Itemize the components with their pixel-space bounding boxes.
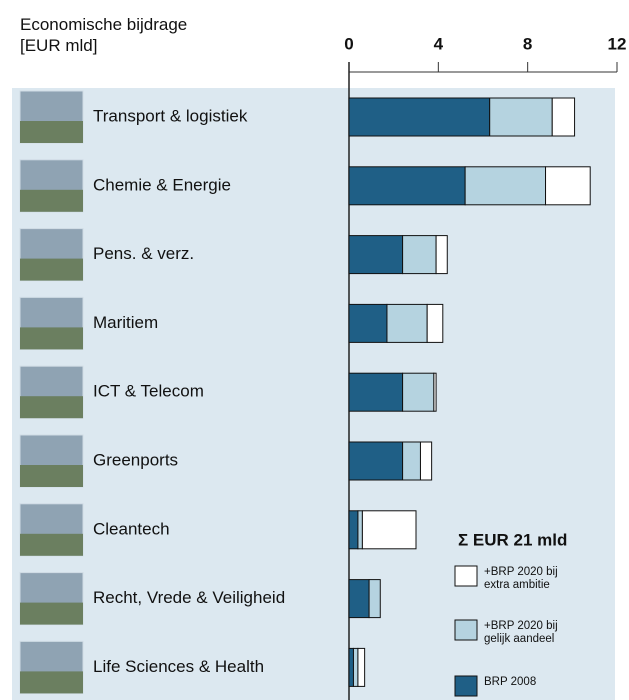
category-label: Transport & logistiek (93, 106, 248, 125)
bar-segment (552, 98, 574, 136)
chart-title: Economische bijdrage [EUR mld] (20, 14, 220, 56)
bar-segment (362, 511, 416, 549)
bar-segment (349, 580, 369, 618)
category-image (20, 465, 83, 487)
category-image (20, 121, 83, 143)
category-label: ICT & Telecom (93, 382, 204, 401)
bar-segment (349, 511, 358, 549)
bar-segment (349, 98, 490, 136)
category-label: Chemie & Energie (93, 175, 231, 194)
bar-segment (349, 167, 465, 205)
legend-swatch (455, 566, 477, 586)
bar-segment (434, 373, 436, 411)
legend-label: +BRP 2020 bij extra ambitie (484, 566, 574, 592)
bar-segment (387, 304, 427, 342)
category-label: Maritiem (93, 313, 158, 332)
x-tick-label: 8 (523, 34, 532, 53)
category-image (20, 534, 83, 556)
bar-segment (349, 442, 403, 480)
bar-segment (353, 648, 357, 686)
category-label: Cleantech (93, 519, 170, 538)
category-image (20, 190, 83, 212)
bar-segment (358, 511, 362, 549)
category-image (20, 327, 83, 349)
bar-segment (369, 580, 380, 618)
bar-segment (358, 648, 365, 686)
x-tick-label: 4 (434, 34, 444, 53)
x-tick-label: 0 (344, 34, 353, 53)
bar-segment (403, 442, 421, 480)
bar-segment (427, 304, 443, 342)
bar-segment (349, 373, 403, 411)
bar-segment (436, 236, 447, 274)
bar-segment (349, 648, 353, 686)
category-label: Pens. & verz. (93, 244, 194, 263)
x-tick-label: 12 (608, 34, 627, 53)
page: {"chart_data": {"type": "stacked-bar-hor… (0, 0, 629, 700)
category-label: Life Sciences & Health (93, 657, 264, 676)
bar-segment (403, 373, 434, 411)
bar-segment (403, 236, 437, 274)
legend-label: BRP 2008 (484, 676, 574, 689)
bar-segment (546, 167, 591, 205)
bar-segment (349, 304, 387, 342)
category-label: Greenports (93, 450, 178, 469)
legend-swatch (455, 620, 477, 640)
category-image (20, 259, 83, 281)
category-image (20, 671, 83, 693)
chart: Σ EUR 21 mld 0 4 8 12 Transport & logistiek C… (0, 0, 629, 700)
category-label: Recht, Vrede & Veiligheid (93, 588, 285, 607)
legend-label: +BRP 2020 bij gelijk aandeel (484, 620, 574, 646)
bar-segment (490, 98, 553, 136)
legend-swatch (455, 676, 477, 696)
category-image (20, 396, 83, 418)
bar-segment (465, 167, 545, 205)
category-image (20, 603, 83, 625)
bar-segment (349, 236, 403, 274)
bar-segment (420, 442, 431, 480)
annotation: Σ EUR 21 mld (458, 530, 567, 549)
